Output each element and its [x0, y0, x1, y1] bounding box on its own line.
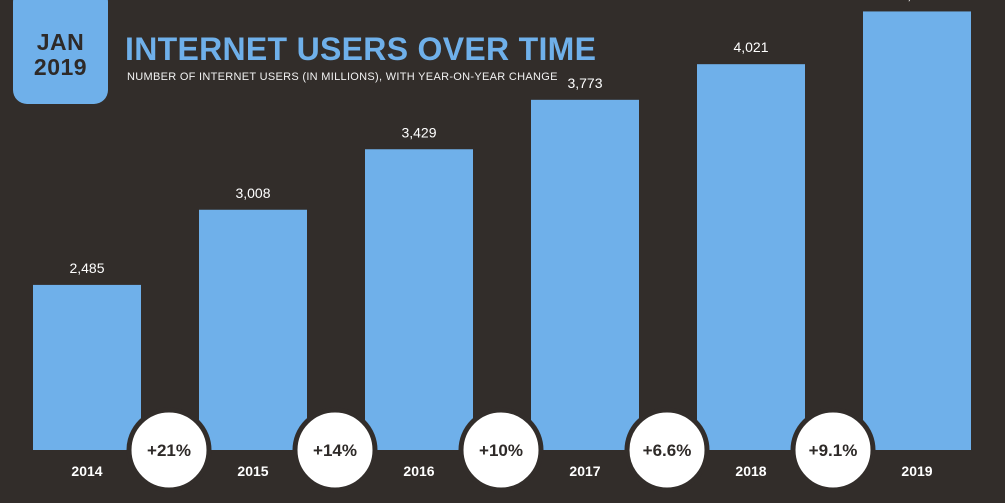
x-tick-label: 2019 [901, 463, 932, 479]
page-title: INTERNET USERS OVER TIME [125, 31, 597, 67]
x-tick-label: 2018 [735, 463, 766, 479]
bar-value-label: 3,008 [235, 185, 270, 201]
page-subtitle: NUMBER OF INTERNET USERS (IN MILLIONS), … [127, 71, 558, 83]
date-badge: JAN 2019 [13, 0, 108, 104]
x-tick-label: 2017 [569, 463, 600, 479]
bar [863, 11, 971, 451]
bar [199, 209, 307, 450]
bar [531, 99, 639, 451]
date-badge-month: JAN [36, 29, 85, 55]
x-tick-label: 2014 [71, 463, 102, 479]
bar-value-label: 3,773 [567, 75, 602, 91]
change-bubble [458, 407, 544, 493]
change-label: +14% [313, 441, 357, 460]
bar-value-label: 4,021 [733, 39, 768, 55]
x-tick-label: 2016 [403, 463, 434, 479]
bar [697, 64, 805, 450]
bar [365, 149, 473, 451]
bar-value-label: 2,485 [69, 260, 104, 276]
change-label: +10% [479, 441, 523, 460]
change-bubble [624, 407, 710, 493]
change-label: +6.6% [643, 441, 692, 460]
change-bubble [790, 407, 876, 493]
change-label: +9.1% [809, 441, 858, 460]
date-badge-year: 2019 [33, 54, 88, 80]
bar-value-label: 4,388 [899, 0, 934, 2]
x-tick-label: 2015 [237, 463, 268, 479]
change-bubble [292, 407, 378, 493]
bar-value-label: 3,429 [401, 124, 436, 140]
change-bubble [126, 407, 212, 493]
bar [33, 284, 141, 450]
change-label: +21% [147, 441, 191, 460]
